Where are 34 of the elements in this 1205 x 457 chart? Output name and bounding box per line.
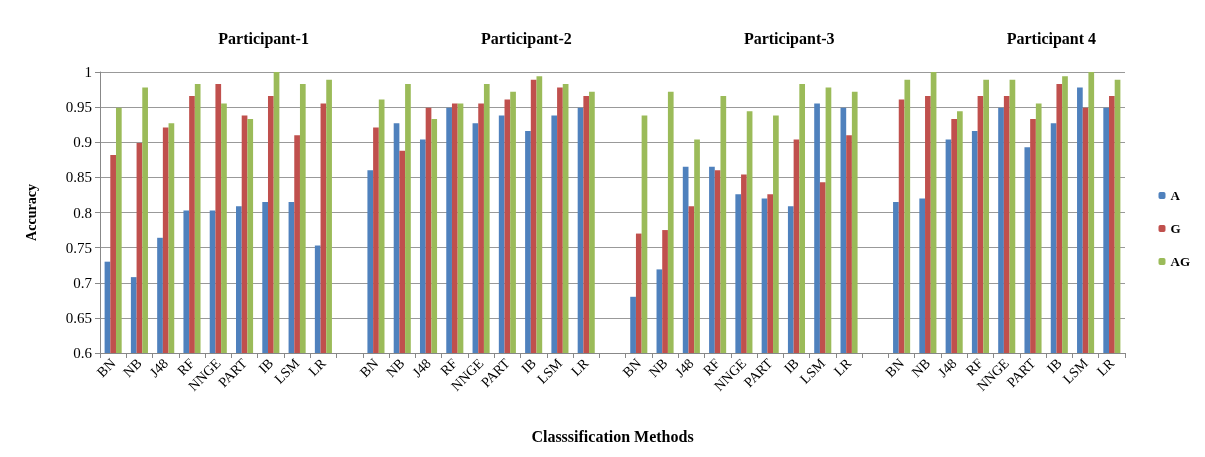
x-tick-label: LR (305, 355, 330, 379)
x-tick-label: NB (646, 355, 671, 381)
x-tick-label: LR (568, 355, 592, 379)
x-tick-label: J48 (672, 355, 697, 381)
x-tick-label: BN (356, 355, 382, 381)
legend-label: A (1170, 188, 1181, 203)
legend-label: AG (1170, 254, 1190, 269)
x-axis-title: Classsification Methods (531, 427, 694, 445)
y-tick-label: 0.95 (65, 99, 92, 116)
y-tick-label: 0.75 (65, 239, 92, 256)
x-tick-label: LR (1093, 355, 1118, 379)
y-axis-title: Accuracy (23, 184, 39, 241)
text: Participant-3 (743, 29, 835, 48)
y-tick-label: 0.65 (65, 309, 92, 326)
x-tick-label: J48 (409, 355, 434, 381)
x-tick-label: NB (383, 355, 408, 381)
text: Participant-2 (481, 29, 572, 48)
x-tick-label: NB (120, 355, 145, 381)
x-tick-label: BN (619, 355, 645, 381)
x-tick-label: LR (831, 355, 855, 379)
legend-label: G (1170, 221, 1181, 236)
y-tick-label: 0.6 (73, 345, 93, 361)
text: Participant-1 (218, 29, 309, 48)
y-tick-label: 1 (84, 64, 92, 80)
x-tick-label: J48 (935, 355, 960, 381)
x-tick-label: BN (94, 355, 119, 381)
x-tick-label: J48 (146, 355, 172, 381)
x-tick-label: NB (908, 355, 934, 381)
y-tick-label: 0.85 (65, 169, 92, 186)
y-tick-label: 0.7 (73, 274, 93, 291)
y-tick-label: 0.8 (73, 204, 92, 221)
text: Participant 4 (1006, 29, 1097, 48)
x-tick-label: BN (882, 355, 907, 381)
y-tick-label: 0.9 (73, 134, 92, 151)
